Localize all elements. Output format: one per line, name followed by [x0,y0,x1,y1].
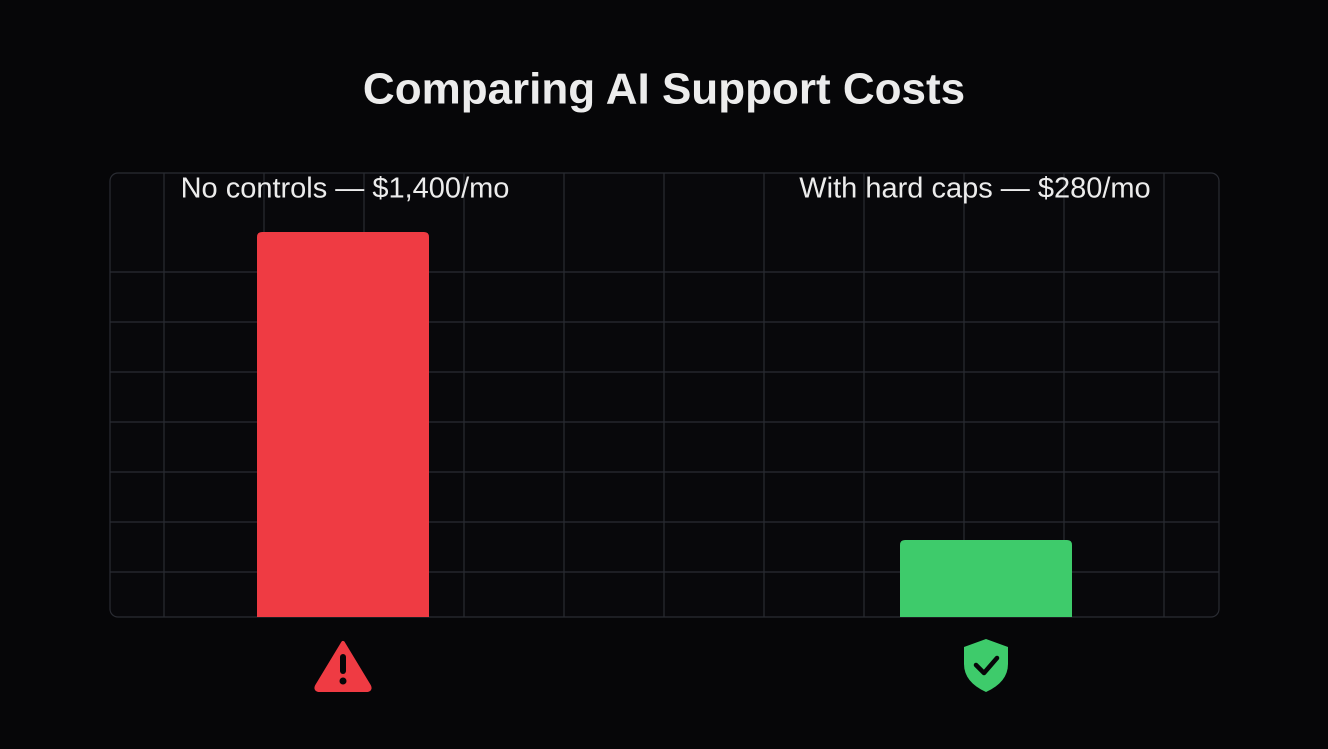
chart-title: Comparing AI Support Costs [363,65,965,114]
shield-check-icon [964,639,1008,692]
bar [257,232,429,617]
warning-icon [314,641,372,692]
data-label: With hard caps — $280/mo [799,173,1150,205]
data-label: No controls — $1,400/mo [181,173,510,205]
bar [900,540,1072,617]
